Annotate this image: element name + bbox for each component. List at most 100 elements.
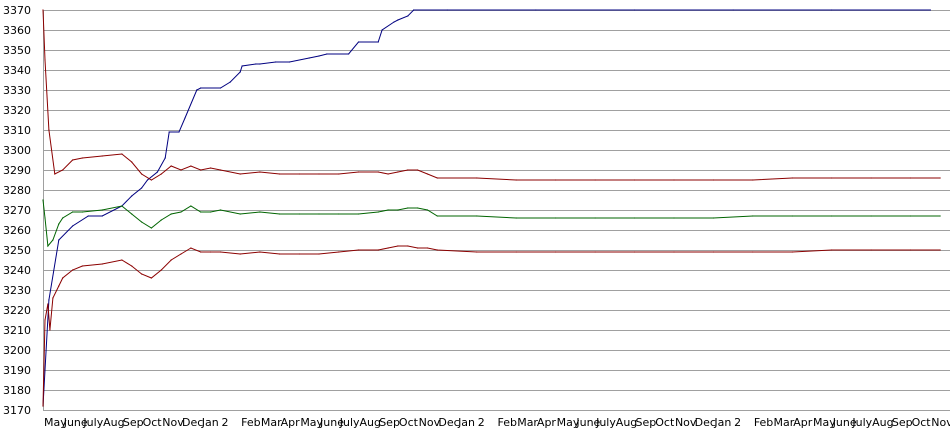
x-tick-label: Dec bbox=[695, 416, 716, 429]
data-point bbox=[387, 173, 389, 175]
data-point bbox=[476, 215, 478, 217]
data-point bbox=[62, 277, 64, 279]
data-point bbox=[476, 177, 478, 179]
y-tick-label: 3270 bbox=[3, 204, 31, 217]
data-point bbox=[54, 173, 56, 175]
x-tick-label: June bbox=[63, 416, 88, 429]
data-point bbox=[633, 9, 636, 11]
x-tick-label: Feb bbox=[498, 416, 517, 429]
data-point bbox=[180, 169, 182, 171]
y-tick-label: 3170 bbox=[3, 404, 31, 417]
data-point bbox=[42, 199, 44, 201]
data-point bbox=[594, 179, 596, 181]
x-tick-label: Mar bbox=[261, 416, 282, 429]
data-point bbox=[555, 217, 557, 219]
data-point bbox=[831, 215, 833, 217]
data-point bbox=[413, 9, 415, 11]
data-point bbox=[712, 179, 715, 181]
data-point bbox=[44, 217, 46, 219]
data-point bbox=[791, 251, 793, 253]
data-point bbox=[58, 285, 60, 287]
data-point bbox=[939, 177, 941, 179]
data-point bbox=[407, 207, 409, 209]
data-point bbox=[150, 179, 152, 181]
data-point bbox=[87, 215, 89, 217]
data-point bbox=[72, 211, 74, 213]
data-point bbox=[308, 57, 310, 59]
data-point bbox=[436, 177, 438, 179]
data-point bbox=[131, 265, 133, 267]
data-point bbox=[417, 247, 419, 249]
data-point bbox=[407, 169, 409, 171]
data-point bbox=[164, 157, 166, 159]
data-point bbox=[381, 29, 383, 31]
data-point bbox=[752, 215, 754, 217]
data-point bbox=[298, 253, 300, 255]
data-point bbox=[259, 171, 261, 173]
data-point bbox=[338, 173, 340, 175]
data-point bbox=[939, 215, 941, 217]
data-point bbox=[58, 239, 60, 241]
x-tick-label: Jan bbox=[457, 416, 475, 429]
data-point bbox=[239, 71, 241, 73]
data-point bbox=[633, 217, 636, 219]
data-point bbox=[436, 215, 438, 217]
series-line-3 bbox=[42, 199, 941, 248]
data-point bbox=[121, 205, 123, 207]
data-point bbox=[555, 251, 557, 253]
data-point bbox=[515, 217, 517, 219]
data-point bbox=[72, 225, 74, 227]
data-point bbox=[279, 213, 281, 215]
data-point bbox=[712, 217, 715, 219]
data-point bbox=[594, 217, 596, 219]
data-point bbox=[633, 179, 636, 181]
data-point bbox=[170, 259, 172, 261]
data-point bbox=[131, 161, 133, 163]
x-tick-label: Oct bbox=[655, 416, 675, 429]
data-point bbox=[101, 155, 103, 157]
data-point bbox=[259, 63, 261, 65]
data-point bbox=[752, 179, 754, 181]
data-point bbox=[62, 217, 64, 219]
x-tick-label: Jan bbox=[713, 416, 731, 429]
data-point bbox=[101, 263, 103, 265]
x-tick-label: 2 bbox=[221, 416, 228, 429]
x-tick-label: Nov bbox=[931, 416, 950, 429]
data-point bbox=[141, 173, 143, 175]
x-tick-label: 2 bbox=[478, 416, 485, 429]
data-point bbox=[229, 81, 231, 83]
data-point bbox=[673, 251, 675, 253]
data-point bbox=[131, 195, 133, 197]
data-point bbox=[200, 87, 202, 89]
data-point bbox=[426, 209, 429, 211]
data-point bbox=[633, 251, 636, 253]
data-point bbox=[178, 131, 180, 133]
data-point bbox=[180, 211, 182, 213]
data-point bbox=[377, 249, 379, 251]
data-point bbox=[426, 173, 429, 175]
data-point bbox=[42, 405, 44, 407]
data-point bbox=[219, 87, 222, 89]
data-point bbox=[190, 165, 192, 167]
y-tick-label: 3230 bbox=[3, 284, 31, 297]
x-tick-label: May bbox=[557, 416, 580, 429]
data-point bbox=[255, 63, 257, 65]
data-point bbox=[407, 15, 409, 17]
x-tick-label: Feb bbox=[754, 416, 773, 429]
x-tick-label: Jan bbox=[201, 416, 219, 429]
x-tick-label: Aug bbox=[103, 416, 124, 429]
data-point bbox=[156, 171, 158, 173]
x-tick-label: Aug bbox=[872, 416, 893, 429]
data-point bbox=[476, 251, 478, 253]
data-point bbox=[141, 221, 143, 223]
data-point bbox=[48, 299, 50, 301]
data-point bbox=[239, 253, 241, 255]
y-tick-label: 3260 bbox=[3, 224, 31, 237]
data-point bbox=[357, 249, 360, 251]
data-point bbox=[318, 55, 320, 57]
y-tick-label: 3250 bbox=[3, 244, 31, 257]
data-point bbox=[831, 249, 833, 251]
y-tick-label: 3280 bbox=[3, 184, 31, 197]
x-tick-label: May bbox=[300, 416, 323, 429]
